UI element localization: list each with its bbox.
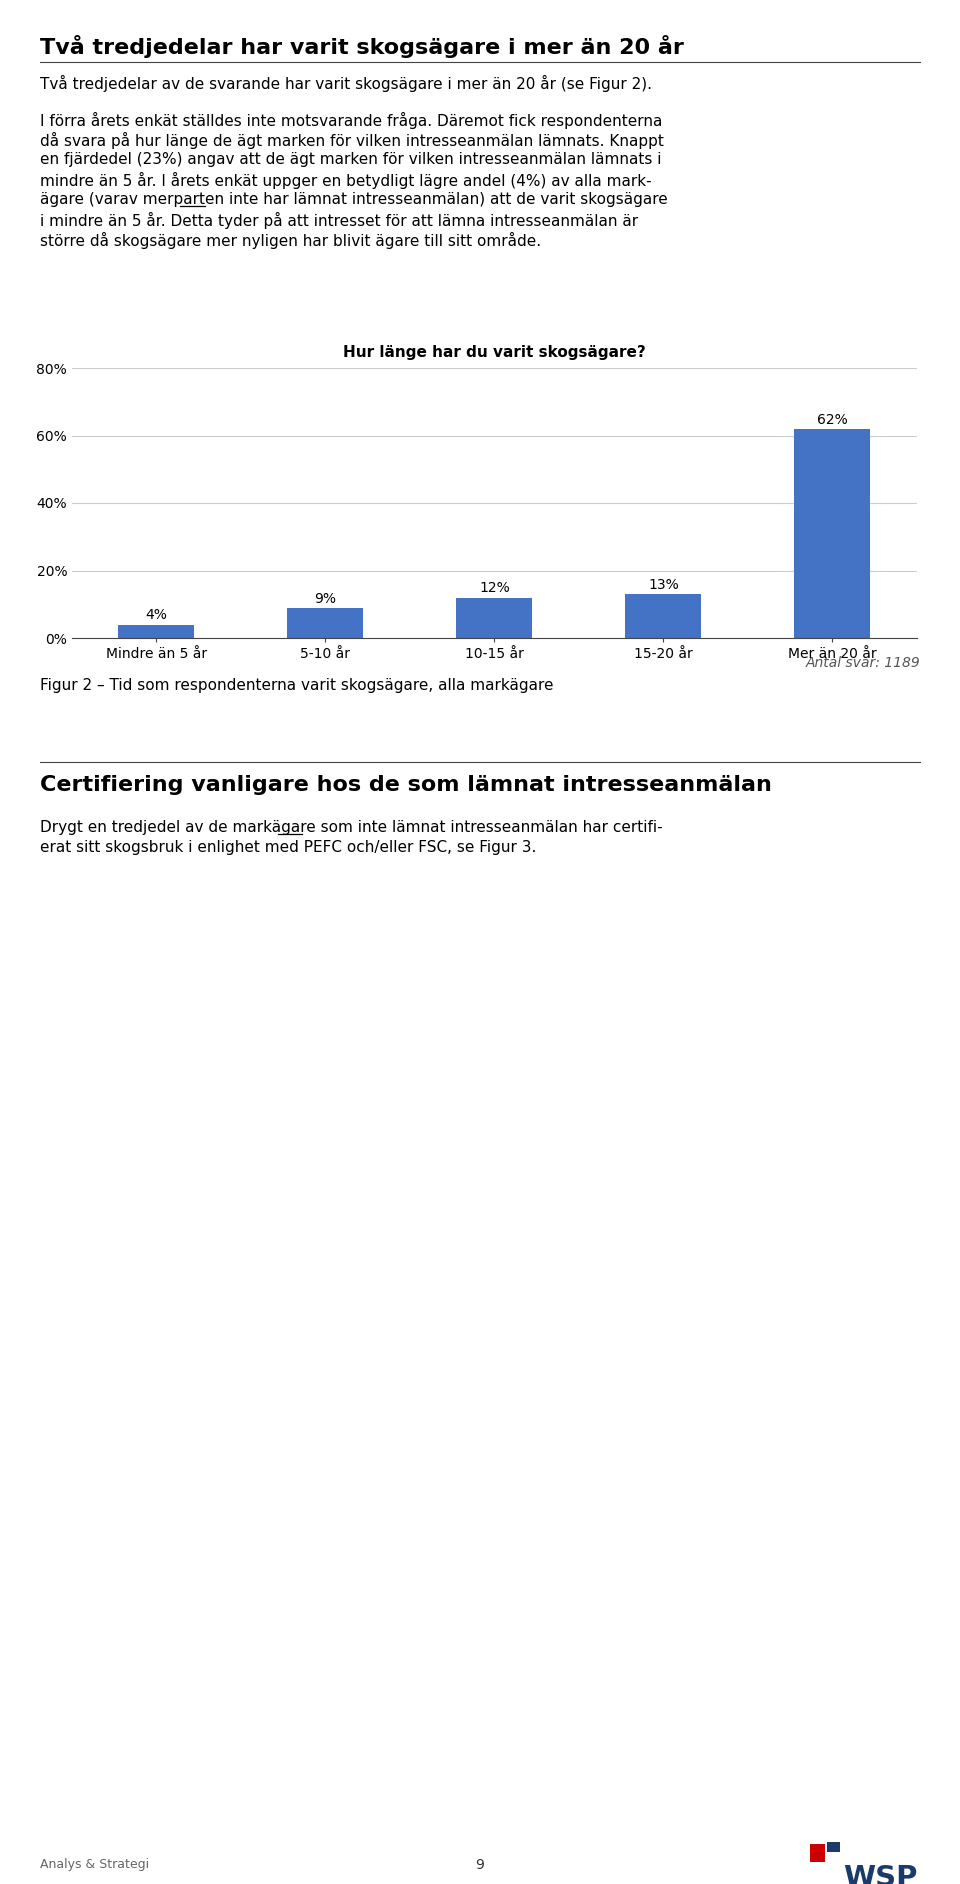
Text: en fjärdedel (23%) angav att de ägt marken för vilken intresseanmälan lämnats i: en fjärdedel (23%) angav att de ägt mark…	[40, 153, 661, 168]
Polygon shape	[810, 1844, 825, 1861]
Text: då svara på hur länge de ägt marken för vilken intresseanmälan lämnats. Knappt: då svara på hur länge de ägt marken för …	[40, 132, 664, 149]
Text: Figur 2 – Tid som respondenterna varit skogsägare, alla markägare: Figur 2 – Tid som respondenterna varit s…	[40, 678, 554, 693]
Text: mindre än 5 år. I årets enkät uppger en betydligt lägre andel (4%) av alla mark-: mindre än 5 år. I årets enkät uppger en …	[40, 171, 652, 188]
Text: 62%: 62%	[817, 413, 848, 426]
Bar	[456, 597, 533, 639]
Text: 13%: 13%	[648, 578, 679, 592]
Text: ägare (varav merparten inte har lämnat intresseanmälan) att de varit skogsägare: ägare (varav merparten inte har lämnat i…	[40, 192, 668, 207]
Bar	[625, 593, 702, 639]
Text: Certifiering vanligare hos de som lämnat intresseanmälan: Certifiering vanligare hos de som lämnat…	[40, 774, 772, 795]
Text: 4%: 4%	[146, 609, 167, 622]
Polygon shape	[827, 1843, 840, 1852]
Text: Antal svar: 1189: Antal svar: 1189	[805, 656, 920, 671]
Text: erat sitt skogsbruk i enlighet med PEFC och/eller FSC, se Figur 3.: erat sitt skogsbruk i enlighet med PEFC …	[40, 840, 537, 855]
Bar	[118, 624, 195, 639]
Text: Analys & Strategi: Analys & Strategi	[40, 1858, 149, 1871]
Text: WSP: WSP	[843, 1863, 918, 1884]
Text: I förra årets enkät ställdes inte motsvarande fråga. Däremot fick respondenterna: I förra årets enkät ställdes inte motsva…	[40, 111, 662, 128]
Text: Två tredjedelar av de svarande har varit skogsägare i mer än 20 år (se Figur 2).: Två tredjedelar av de svarande har varit…	[40, 75, 652, 92]
Text: 12%: 12%	[479, 582, 510, 595]
Bar	[794, 430, 871, 639]
Title: Hur länge har du varit skogsägare?: Hur länge har du varit skogsägare?	[343, 345, 646, 360]
Bar	[287, 609, 364, 639]
Text: Två tredjedelar har varit skogsägare i mer än 20 år: Två tredjedelar har varit skogsägare i m…	[40, 36, 684, 58]
Text: 9%: 9%	[315, 592, 336, 605]
Text: i mindre än 5 år. Detta tyder på att intresset för att lämna intresseanmälan är: i mindre än 5 år. Detta tyder på att int…	[40, 213, 638, 230]
Text: större då skogsägare mer nyligen har blivit ägare till sitt område.: större då skogsägare mer nyligen har bli…	[40, 232, 541, 249]
Text: Drygt en tredjedel av de markägare som inte lämnat intresseanmälan har certifi-: Drygt en tredjedel av de markägare som i…	[40, 820, 662, 835]
Text: 9: 9	[475, 1858, 485, 1873]
